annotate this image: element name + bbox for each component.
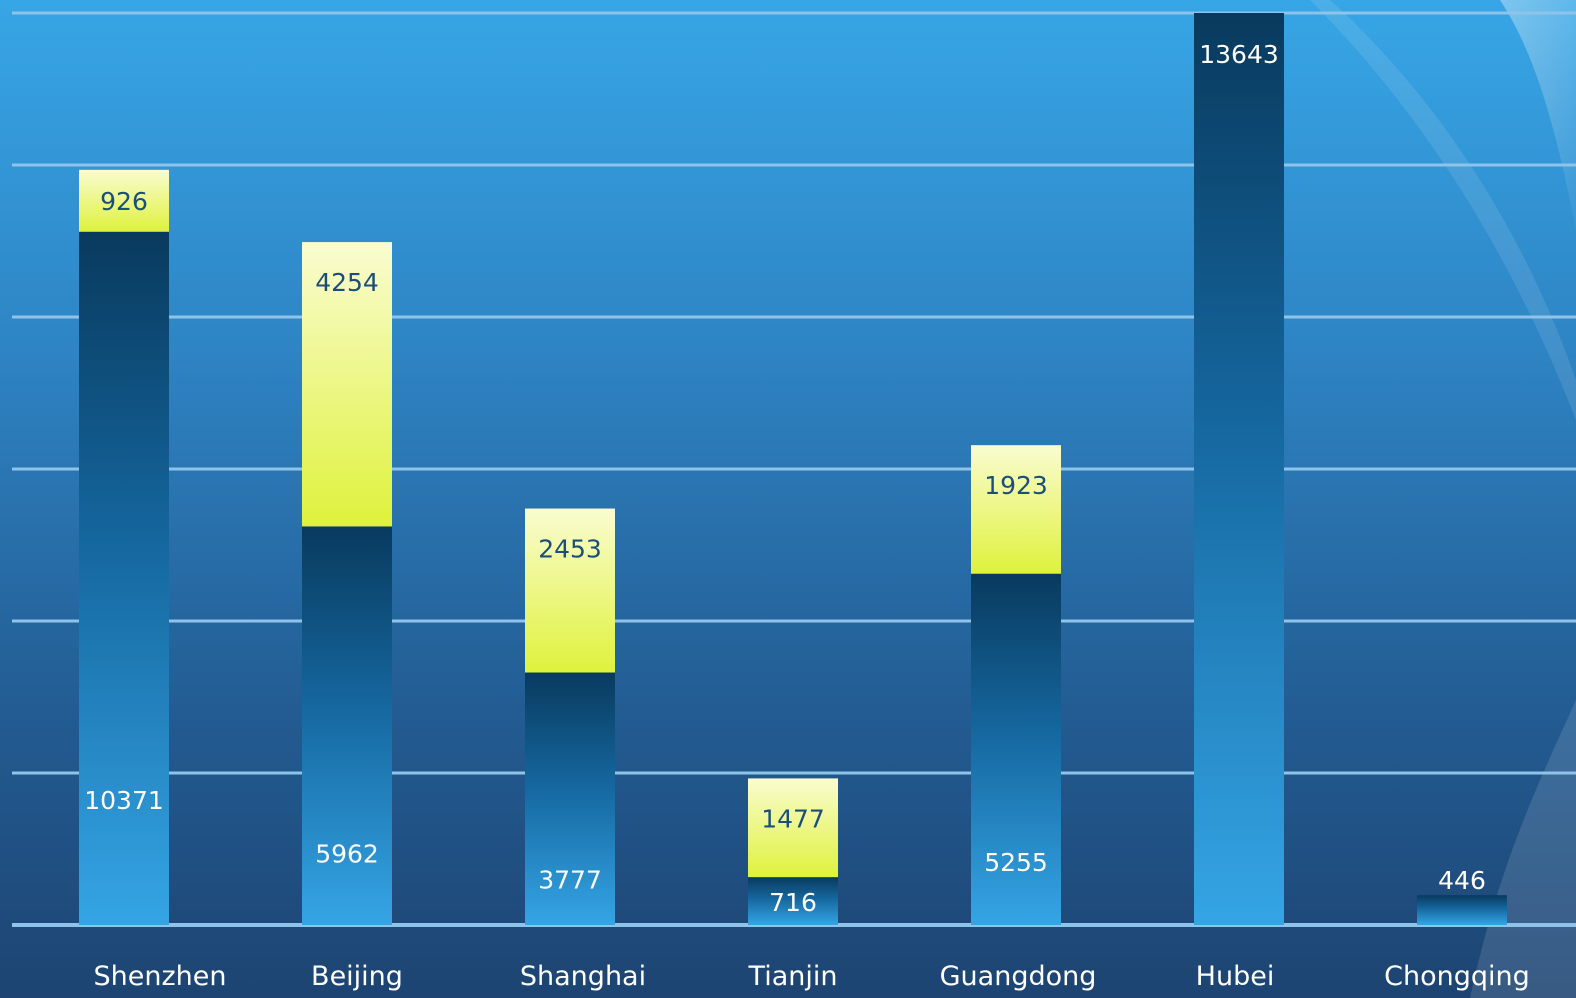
bar-top-tianjin: [748, 778, 838, 878]
bar-top-shanghai: [525, 508, 615, 673]
bar-top-shenzhen: [79, 169, 169, 232]
data-label-top-shanghai: 2453: [538, 535, 602, 564]
data-label-base-shanghai: 3777: [538, 866, 602, 895]
data-label-top-beijing: 4254: [315, 268, 379, 297]
data-label-base-hubei: 13643: [1199, 40, 1279, 69]
background-decoration: [1310, 0, 1576, 998]
data-label-top-shenzhen: 926: [100, 187, 148, 216]
bar-base-guangdong: [971, 573, 1061, 925]
data-label-base-beijing: 5962: [315, 839, 379, 868]
bar-base-tianjin: [748, 877, 838, 925]
category-label-shenzhen: Shenzhen: [94, 961, 227, 992]
data-label-top-tianjin: 1477: [761, 804, 825, 833]
bar-base-shenzhen: [79, 231, 169, 925]
bar-top-beijing: [302, 242, 392, 527]
data-labels: 926 10371 4254 5962 2453 3777 1477 716 1923 5255 1…: [84, 40, 1486, 917]
bar-base-shanghai: [525, 672, 615, 925]
data-label-base-shenzhen: 10371: [84, 786, 164, 815]
category-label-chongqing: Chongqing: [1384, 961, 1530, 992]
gridlines: [12, 11, 1576, 927]
data-label-top-guangdong: 1923: [984, 471, 1048, 500]
category-label-hubei: Hubei: [1196, 961, 1275, 992]
category-label-shanghai: Shanghai: [520, 961, 646, 992]
category-axis-labels: Shenzhen Beijing Shanghai Tianjin Guangdong H…: [94, 961, 1530, 992]
data-label-base-tianjin: 716: [769, 888, 817, 917]
bar-base-beijing: [302, 526, 392, 925]
category-label-guangdong: Guangdong: [940, 961, 1097, 992]
data-label-base-chongqing: 446: [1438, 866, 1486, 895]
category-label-beijing: Beijing: [311, 961, 403, 992]
bar-base-hubei: [1194, 13, 1284, 925]
bar-base-chongqing: [1417, 895, 1507, 925]
bars: [79, 13, 1507, 925]
data-label-base-guangdong: 5255: [984, 848, 1048, 877]
bar-top-guangdong: [971, 445, 1061, 574]
category-label-tianjin: Tianjin: [748, 961, 838, 992]
